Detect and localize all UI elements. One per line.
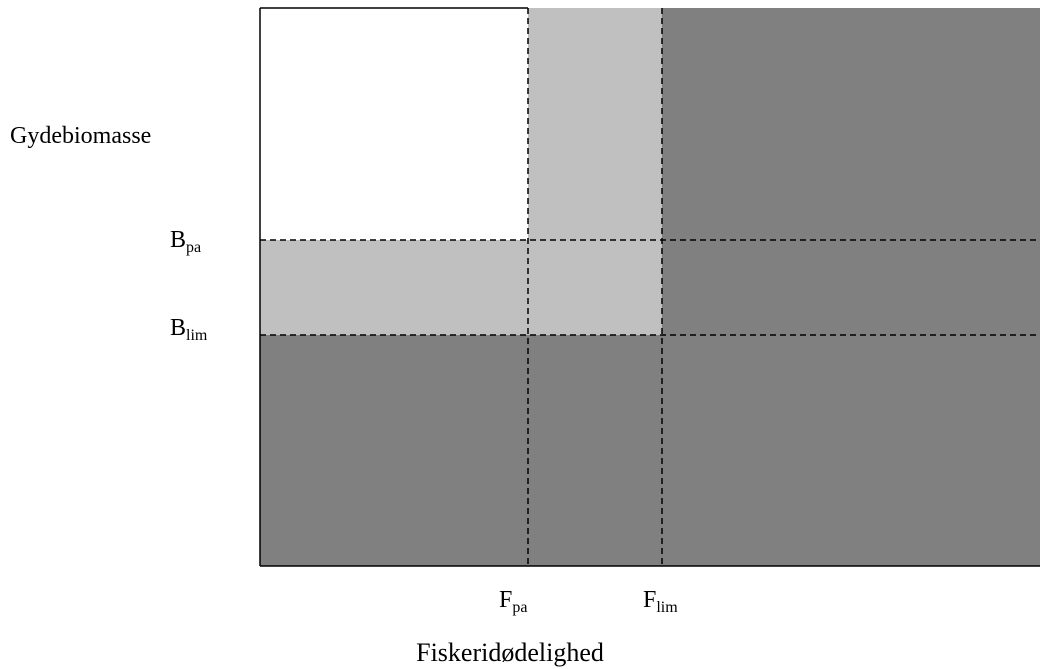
zone-safe <box>260 8 528 240</box>
f-pa-label-base: F <box>499 587 512 613</box>
f-pa-label-sub: pa <box>512 599 527 616</box>
zone-f-exceeded <box>662 8 1040 566</box>
x-axis-label: Fiskeridødelighed <box>416 638 604 667</box>
zone-both-caution <box>528 240 662 335</box>
zone-b-caution <box>260 240 528 335</box>
b-lim-label-base: B <box>170 315 186 341</box>
b-pa-label: Bpa <box>170 227 201 256</box>
b-pa-label-sub: pa <box>186 239 201 256</box>
b-lim-label: Blim <box>170 315 208 344</box>
y-axis-label: Gydebiomasse <box>10 123 151 149</box>
f-lim-label-sub: lim <box>656 599 678 616</box>
zone-f-caution <box>528 8 662 240</box>
b-pa-label-base: B <box>170 227 186 253</box>
b-lim-label-sub: lim <box>186 327 208 344</box>
f-lim-label: Flim <box>643 587 678 616</box>
f-lim-label-base: F <box>643 587 656 613</box>
f-pa-label: Fpa <box>499 587 527 616</box>
